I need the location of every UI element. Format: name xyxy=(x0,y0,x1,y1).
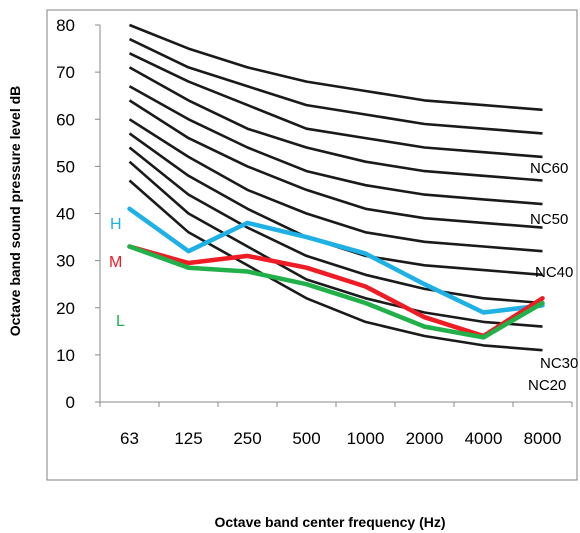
nc-curve xyxy=(128,146,543,305)
y-tick-label: 60 xyxy=(56,110,75,129)
y-axis: 0 10 20 30 40 50 60 70 80 xyxy=(56,16,101,412)
series-label-l: L xyxy=(116,313,125,330)
nc-label: NC30 xyxy=(540,355,578,372)
series-line-m xyxy=(127,244,545,339)
y-tick-label: 70 xyxy=(56,63,75,82)
x-tick-label: 4000 xyxy=(465,429,503,448)
x-tick-label: 125 xyxy=(174,429,202,448)
y-tick-label: 20 xyxy=(56,299,75,318)
x-tick-label: 63 xyxy=(120,429,139,448)
y-tick-label: 50 xyxy=(56,157,75,176)
chart-frame xyxy=(46,9,578,481)
series-label-m: M xyxy=(109,254,122,271)
y-tick-label: 30 xyxy=(56,252,75,271)
series-line-l xyxy=(127,244,545,340)
nc-label: NC50 xyxy=(530,211,568,228)
nc-curve xyxy=(128,52,543,159)
nc-label: NC40 xyxy=(535,264,573,281)
nc-curve xyxy=(128,99,543,229)
series-label-h: H xyxy=(110,216,122,233)
y-tick-label: 40 xyxy=(56,205,75,224)
x-tick-label: 1000 xyxy=(347,429,385,448)
nc-label: NC60 xyxy=(530,160,568,177)
y-axis-title: Octave band sound pressure level dB xyxy=(7,86,23,337)
x-tick-label: 500 xyxy=(292,429,320,448)
x-tick-label: 2000 xyxy=(406,429,444,448)
nc-curve xyxy=(128,66,543,182)
x-tick-label: 8000 xyxy=(524,429,562,448)
nc-curve xyxy=(128,118,543,253)
nc-curve xyxy=(128,85,543,206)
nc-curve xyxy=(128,179,543,352)
nc-curve xyxy=(128,160,543,328)
data-series xyxy=(127,206,545,340)
nc-curves xyxy=(128,23,543,352)
nc-labels: NC60 NC50 NC40 NC30 NC20 xyxy=(528,160,578,394)
nc-label: NC20 xyxy=(528,377,566,394)
y-tick-label: 0 xyxy=(66,393,75,412)
x-axis-title: Octave band center frequency (Hz) xyxy=(214,514,445,530)
y-tick-label: 80 xyxy=(56,16,75,35)
series-line-h xyxy=(127,206,545,315)
x-axis: 63 125 250 500 1000 2000 4000 8000 xyxy=(99,401,573,448)
nc-curve xyxy=(128,37,543,135)
y-tick-label: 10 xyxy=(56,346,75,365)
nc-curve xyxy=(129,23,543,112)
x-tick-label: 250 xyxy=(233,429,261,448)
series-labels: H M L xyxy=(109,216,125,330)
